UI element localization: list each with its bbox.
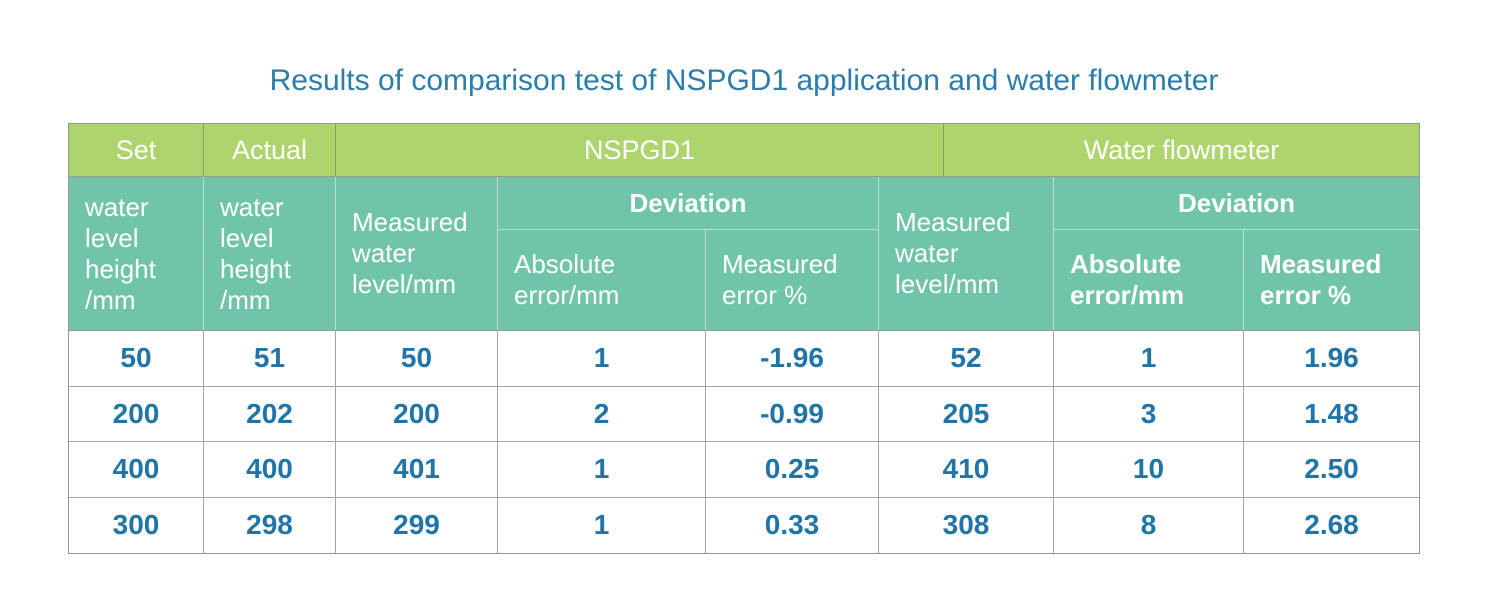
table-cell: 51 — [204, 331, 336, 387]
table-cell: 298 — [204, 497, 336, 553]
table-cell: 401 — [336, 442, 498, 498]
table-cell: 299 — [336, 497, 498, 553]
table-cell: 0.25 — [706, 442, 879, 498]
header-actual-water-level-height: water level height /mm — [204, 177, 336, 330]
group-header-row: Set Actual NSPGD1 Water flowmeter — [69, 124, 1419, 177]
header-actual: Actual — [204, 124, 336, 177]
table-body: 50 51 50 1 -1.96 52 1 1.96 200 202 200 2… — [69, 331, 1419, 553]
table-cell: 3 — [1054, 386, 1244, 442]
column-header-row: water level height /mm water level heigh… — [69, 177, 1419, 331]
table-cell: 400 — [204, 442, 336, 498]
table-cell: 10 — [1054, 442, 1244, 498]
header-absolute-error-nspgd1: Absolute error/mm — [498, 230, 706, 330]
table-cell: 52 — [879, 331, 1054, 387]
header-measured-water-level-flowmeter: Measured water level/mm — [879, 177, 1054, 330]
table-cell: 1 — [498, 442, 706, 498]
table-cell: 0.33 — [706, 497, 879, 553]
table-cell: 1 — [498, 497, 706, 553]
header-set: Set — [69, 124, 204, 177]
page-title: Results of comparison test of NSPGD1 app… — [269, 64, 1219, 97]
table-cell: 2.50 — [1244, 442, 1419, 498]
results-table: Set Actual NSPGD1 Water flowmeter water … — [68, 123, 1420, 554]
table-cell: 1 — [1054, 331, 1244, 387]
header-deviation-flowmeter: Deviation — [1054, 177, 1419, 230]
table-cell: 410 — [879, 442, 1054, 498]
table-cell: 2.68 — [1304, 509, 1359, 541]
table-cell: 205 — [879, 386, 1054, 442]
table-cell: 8 — [1054, 497, 1244, 553]
header-measured-water-level-nspgd1: Measured water level/mm — [336, 177, 498, 330]
header-absolute-error-flowmeter: Absolute error/mm — [1054, 230, 1244, 330]
header-water-flowmeter: Water flowmeter — [944, 124, 1419, 177]
header-set-water-level-height: water level height /mm — [69, 177, 204, 330]
table-cell: 50 — [336, 331, 498, 387]
table-cell: 400 — [69, 442, 204, 498]
table-cell: 202 — [204, 386, 336, 442]
header-nspgd1: NSPGD1 — [336, 124, 944, 177]
table-cell: 308 — [879, 497, 1054, 553]
table-cell: 1.48 — [1244, 387, 1419, 442]
table-cell: 1.96 — [1244, 331, 1419, 387]
table-cell: 1 — [498, 331, 706, 387]
header-deviation-nspgd1: Deviation — [498, 177, 879, 230]
table-cell: -0.99 — [706, 386, 879, 442]
header-measured-error-nspgd1: Measured error % — [706, 230, 879, 330]
table-cell: 200 — [336, 386, 498, 442]
table-cell: 200 — [69, 386, 204, 442]
table-cell: 50 — [69, 331, 204, 387]
header-measured-error-flowmeter: Measured error % — [1260, 249, 1382, 310]
table-cell: 300 — [69, 497, 204, 553]
table-cell: -1.96 — [706, 331, 879, 387]
table-cell: 2 — [498, 386, 706, 442]
